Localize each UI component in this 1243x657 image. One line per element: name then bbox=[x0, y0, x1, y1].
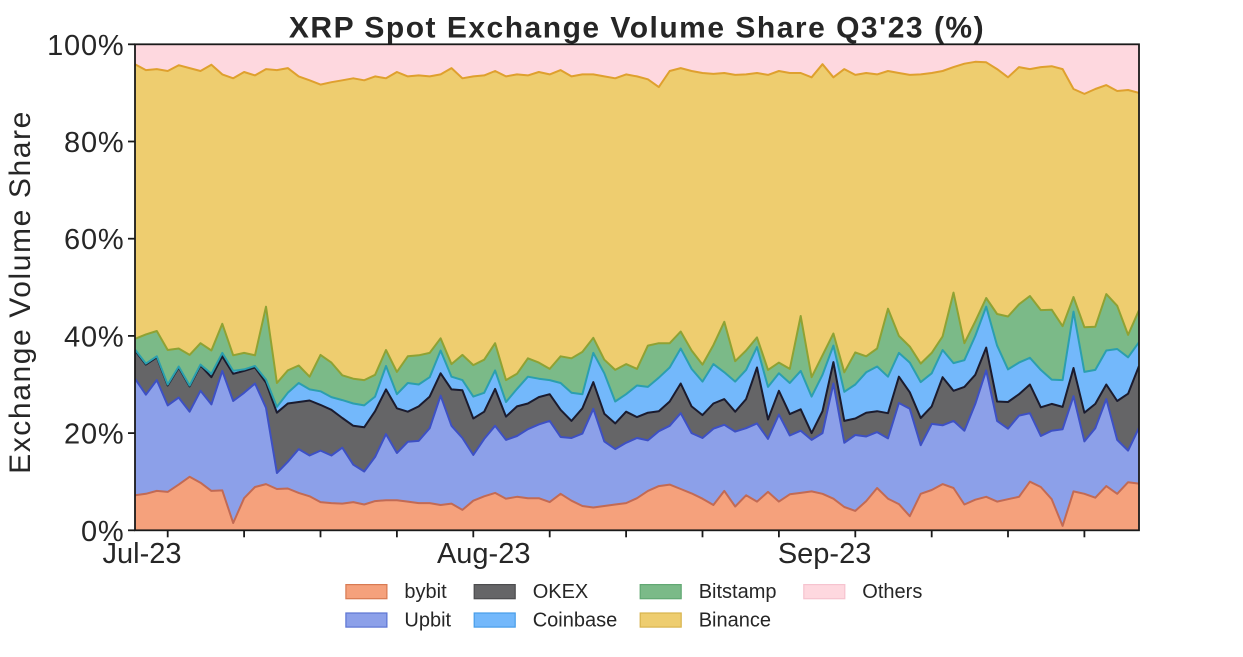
svg-text:Others: Others bbox=[862, 581, 922, 603]
svg-text:Sep-23: Sep-23 bbox=[778, 538, 872, 570]
svg-text:0%: 0% bbox=[81, 516, 125, 548]
svg-text:Exchange Volume Share: Exchange Volume Share bbox=[4, 110, 37, 474]
svg-text:Upbit: Upbit bbox=[404, 609, 451, 631]
svg-text:80%: 80% bbox=[64, 127, 124, 159]
svg-text:100%: 100% bbox=[47, 30, 124, 62]
svg-text:60%: 60% bbox=[64, 224, 124, 256]
svg-text:XRP Spot Exchange Volume Share: XRP Spot Exchange Volume Share Q3'23 (%) bbox=[289, 12, 985, 45]
svg-text:Bitstamp: Bitstamp bbox=[699, 581, 777, 603]
svg-text:Jul-23: Jul-23 bbox=[103, 538, 182, 570]
svg-text:Coinbase: Coinbase bbox=[533, 609, 618, 631]
svg-text:Aug-23: Aug-23 bbox=[437, 538, 531, 570]
svg-text:Binance: Binance bbox=[699, 609, 771, 631]
svg-text:40%: 40% bbox=[64, 321, 124, 353]
svg-text:OKEX: OKEX bbox=[533, 581, 589, 603]
svg-text:20%: 20% bbox=[64, 419, 124, 451]
svg-text:bybit: bybit bbox=[404, 581, 447, 603]
